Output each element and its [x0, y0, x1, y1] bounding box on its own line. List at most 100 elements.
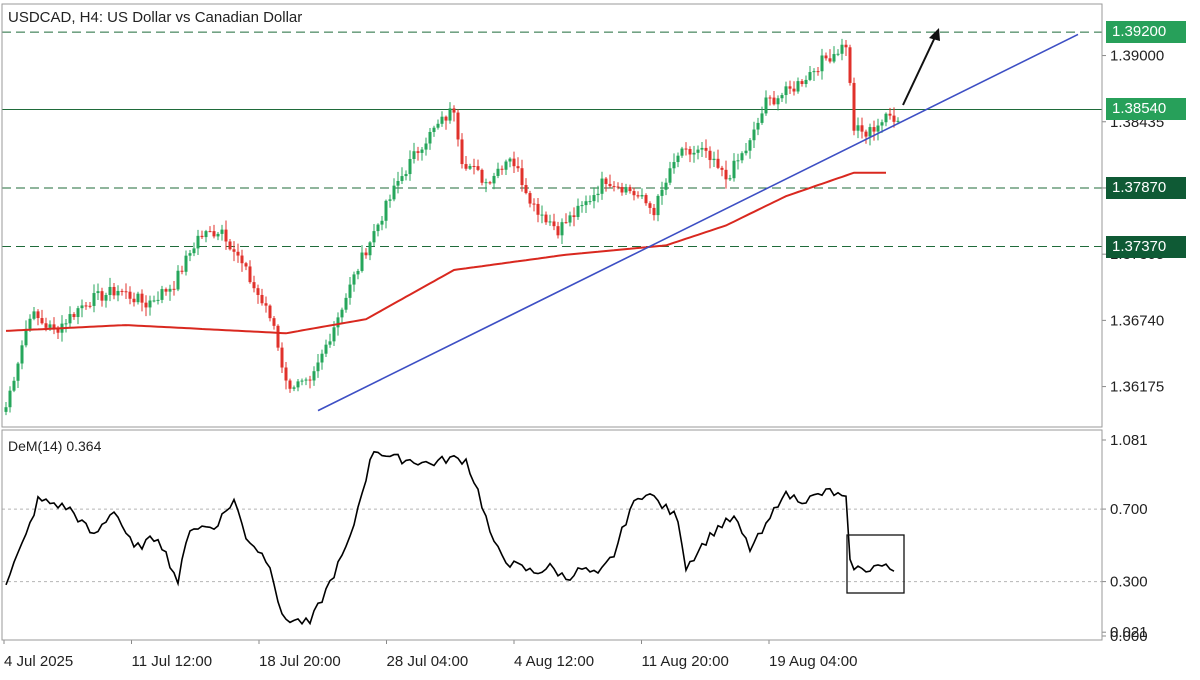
candle-body	[100, 291, 104, 301]
candle-body	[548, 221, 552, 223]
candle-body	[476, 166, 480, 170]
candle-body	[740, 153, 744, 161]
candle-body	[96, 291, 100, 294]
candle-body	[772, 97, 776, 105]
candle-body	[184, 255, 188, 272]
candle-body	[160, 289, 164, 300]
candle-body	[532, 203, 536, 205]
candle-body	[24, 328, 28, 346]
candle-body	[812, 71, 816, 73]
candle-body	[784, 86, 788, 96]
level-price-label: 1.39200	[1106, 21, 1186, 44]
candle-body	[128, 291, 132, 299]
candle-body	[152, 300, 156, 302]
candle-body	[88, 305, 92, 307]
candle-body	[848, 47, 852, 83]
candle-body	[504, 161, 508, 170]
candle-body	[856, 125, 860, 131]
candle-body	[336, 317, 340, 328]
dem-tick-label: 1.081	[1110, 432, 1148, 449]
candle-body	[148, 300, 152, 308]
candle-body	[736, 160, 740, 162]
candle-body	[20, 345, 24, 364]
candle-body	[828, 58, 832, 62]
candle-body	[488, 182, 492, 184]
dem-tick-label: 0.300	[1110, 574, 1148, 591]
candle-body	[524, 185, 528, 194]
time-tick-label: 19 Aug 04:00	[769, 653, 857, 670]
candle-body	[768, 97, 772, 99]
candle-body	[384, 200, 388, 221]
trendline	[317, 33, 1079, 412]
candle-body	[708, 150, 712, 161]
candle-body	[236, 251, 240, 256]
candle-body	[32, 311, 36, 319]
dem-tick-label: 0.021	[1110, 624, 1148, 641]
dem-line	[5, 450, 895, 626]
candle-body	[456, 112, 460, 140]
candle-body	[752, 129, 756, 141]
candle-body	[252, 282, 256, 289]
candle-body	[68, 314, 72, 324]
level-price-label: 1.37870	[1106, 176, 1186, 199]
candle-body	[692, 152, 696, 155]
candle-body	[176, 270, 180, 290]
candle-body	[328, 341, 332, 345]
indicator-label: DeM(14) 0.364	[8, 438, 102, 454]
candle-body	[124, 291, 128, 293]
candle-body	[508, 158, 512, 162]
candle-body	[684, 148, 688, 150]
candle-body	[892, 115, 896, 122]
time-tick-label: 4 Jul 2025	[4, 653, 73, 670]
candle-body	[628, 187, 632, 192]
candle-body	[600, 178, 604, 194]
candle-body	[56, 328, 60, 333]
candle-body	[464, 164, 468, 169]
candle-body	[528, 193, 532, 204]
candle-body	[288, 380, 292, 389]
candle-body	[352, 274, 356, 285]
candle-body	[436, 123, 440, 128]
candle-body	[808, 72, 812, 80]
candle-body	[108, 286, 112, 296]
candle-body	[324, 344, 328, 354]
dem-tick-label: 0.700	[1110, 501, 1148, 518]
candle-body	[204, 231, 208, 238]
candle-body	[676, 155, 680, 163]
candle-body	[572, 215, 576, 218]
candle-body	[480, 169, 484, 183]
time-tick-label: 11 Jul 12:00	[132, 653, 213, 670]
candle-body	[440, 116, 444, 124]
candle-body	[776, 98, 780, 105]
candle-body	[64, 323, 68, 325]
candle-body	[632, 191, 636, 196]
candle-body	[720, 167, 724, 170]
time-tick-label: 18 Jul 20:00	[259, 653, 341, 670]
time-tick-label: 28 Jul 04:00	[387, 653, 469, 670]
candle-body	[44, 323, 48, 328]
candle-body	[760, 113, 764, 123]
candle-body	[144, 302, 148, 308]
candle-body	[896, 120, 900, 122]
candle-body	[292, 387, 296, 389]
candle-body	[356, 270, 360, 275]
candle-body	[320, 353, 324, 363]
candle-body	[872, 127, 876, 132]
candle-body	[700, 147, 704, 150]
time-tick-label: 11 Aug 20:00	[642, 653, 729, 670]
candle-body	[796, 81, 800, 92]
candle-body	[608, 183, 612, 187]
candle-body	[416, 151, 420, 153]
candle-body	[500, 168, 504, 170]
candle-body	[444, 116, 448, 121]
candle-body	[544, 214, 548, 223]
candle-body	[84, 305, 88, 307]
dem-tick-label: 0.000	[1110, 628, 1148, 645]
price-tick-label: 1.36175	[1110, 379, 1164, 396]
price-tick-label: 1.39000	[1110, 48, 1164, 65]
candle-body	[172, 288, 176, 290]
candle-body	[220, 229, 224, 234]
candle-body	[860, 125, 864, 132]
candle-body	[304, 379, 308, 381]
candle-body	[816, 71, 820, 73]
